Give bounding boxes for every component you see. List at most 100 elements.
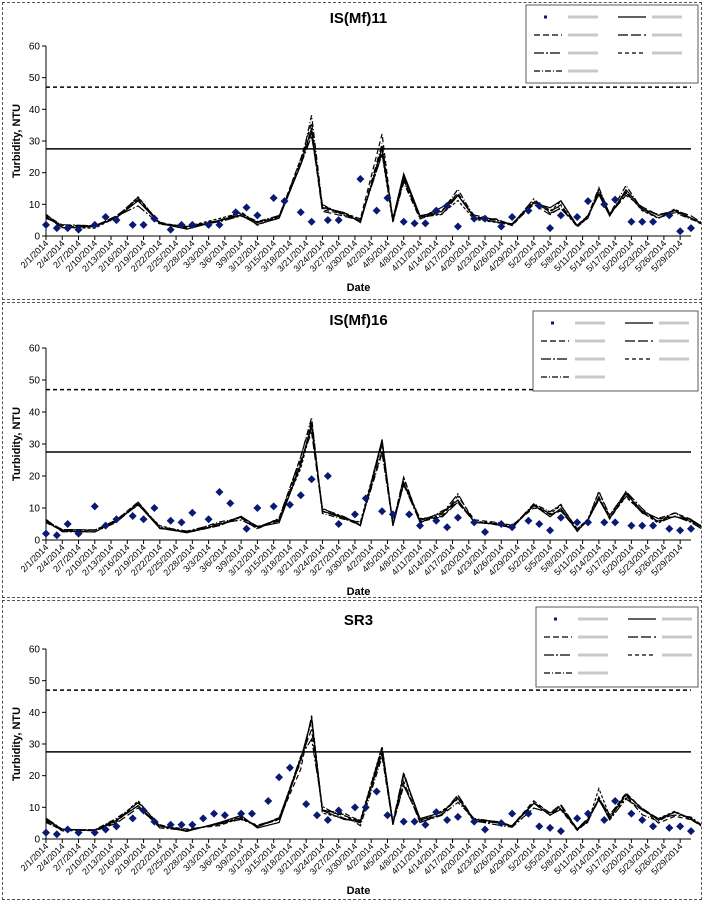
data-point [676,227,685,236]
data-point [350,510,359,519]
data-point [584,809,593,818]
data-point [323,816,332,824]
data-point [627,809,636,818]
data-point [611,195,620,204]
data-point [481,214,490,223]
data-point [372,787,381,796]
data-point [253,211,262,220]
data-point [350,803,359,812]
data-point [627,521,636,530]
data-point [524,516,533,525]
legend-marker [544,15,547,19]
y-tick-label: 50 [29,73,41,84]
data-point [665,211,674,220]
data-point [611,797,620,805]
legend-marker [554,617,557,621]
data-point [584,518,593,527]
data-point [638,217,647,226]
data-point [383,811,392,820]
data-point [285,500,294,509]
data-point [220,811,229,820]
data-point [63,825,72,834]
ensemble-line [45,417,706,534]
data-point [188,220,197,229]
data-point [497,520,506,528]
y-tick-label: 10 [29,200,41,211]
data-point [687,827,695,836]
data-point [361,494,370,503]
data-point [128,814,137,823]
data-point [52,224,61,233]
y-tick-label: 30 [29,440,41,451]
data-point [74,529,83,538]
data-point [573,518,582,527]
data-point [215,488,224,496]
data-point [432,516,441,525]
data-point [334,216,343,225]
data-point [188,508,197,517]
data-point [638,816,647,824]
x-axis-label: Date [347,885,371,897]
data-point [128,220,137,229]
data-point [150,817,159,826]
data-point [52,531,61,540]
data-point [432,808,441,817]
data-point [535,520,544,528]
data-point [264,797,273,805]
data-point [150,214,159,223]
data-point [63,520,72,528]
data-point [421,820,430,829]
data-point [443,816,452,824]
y-tick-label: 60 [29,42,41,53]
y-tick-label: 10 [29,803,41,814]
y-tick-label: 50 [29,376,41,387]
data-point [665,524,674,533]
data-point [101,213,110,221]
data-point [524,206,533,215]
data-point [443,523,452,532]
data-point [90,220,99,229]
data-point [90,502,99,511]
chart-panel-1: IS(Mf)11 0 10 20 30 40 50 60 Turbidity, NTU 2/1/2… [2,2,706,300]
ensemble-line [45,426,706,533]
data-point [665,823,674,832]
data-point [188,820,197,829]
data-point [687,524,695,533]
data-point [546,224,555,233]
data-point [74,225,83,234]
data-point [443,201,452,210]
data-point [42,529,50,538]
y-tick-label: 10 [29,504,41,515]
data-point [508,809,517,818]
data-point [508,523,517,532]
x-axis-label: Date [347,282,371,294]
data-point [285,763,294,772]
data-point [199,814,208,823]
data-point [280,197,289,206]
chart-panel-2: IS(Mf)16 0 10 20 30 40 50 60 Turbidity, NTU 2/1/2… [2,302,706,598]
data-point [556,827,565,836]
data-point [101,825,110,834]
data-point [556,513,565,522]
data-point [627,217,636,226]
data-point [302,800,311,809]
data-point [166,516,175,525]
y-tick-label: 20 [29,168,41,179]
y-axis-label: Turbidity, NTU [11,104,23,178]
data-point [453,513,462,522]
data-point [470,518,479,527]
data-point [90,828,99,837]
chart-title: IS(Mf)16 [329,312,387,329]
data-point [546,823,555,832]
data-point [372,206,381,215]
data-point [410,817,419,826]
data-point [584,197,593,206]
data-point [307,217,316,226]
y-tick-label: 20 [29,472,41,483]
ensemble-line [45,720,706,831]
legend-marker [551,321,554,325]
data-point [204,515,213,524]
data-point [356,175,365,183]
data-point [74,828,83,837]
